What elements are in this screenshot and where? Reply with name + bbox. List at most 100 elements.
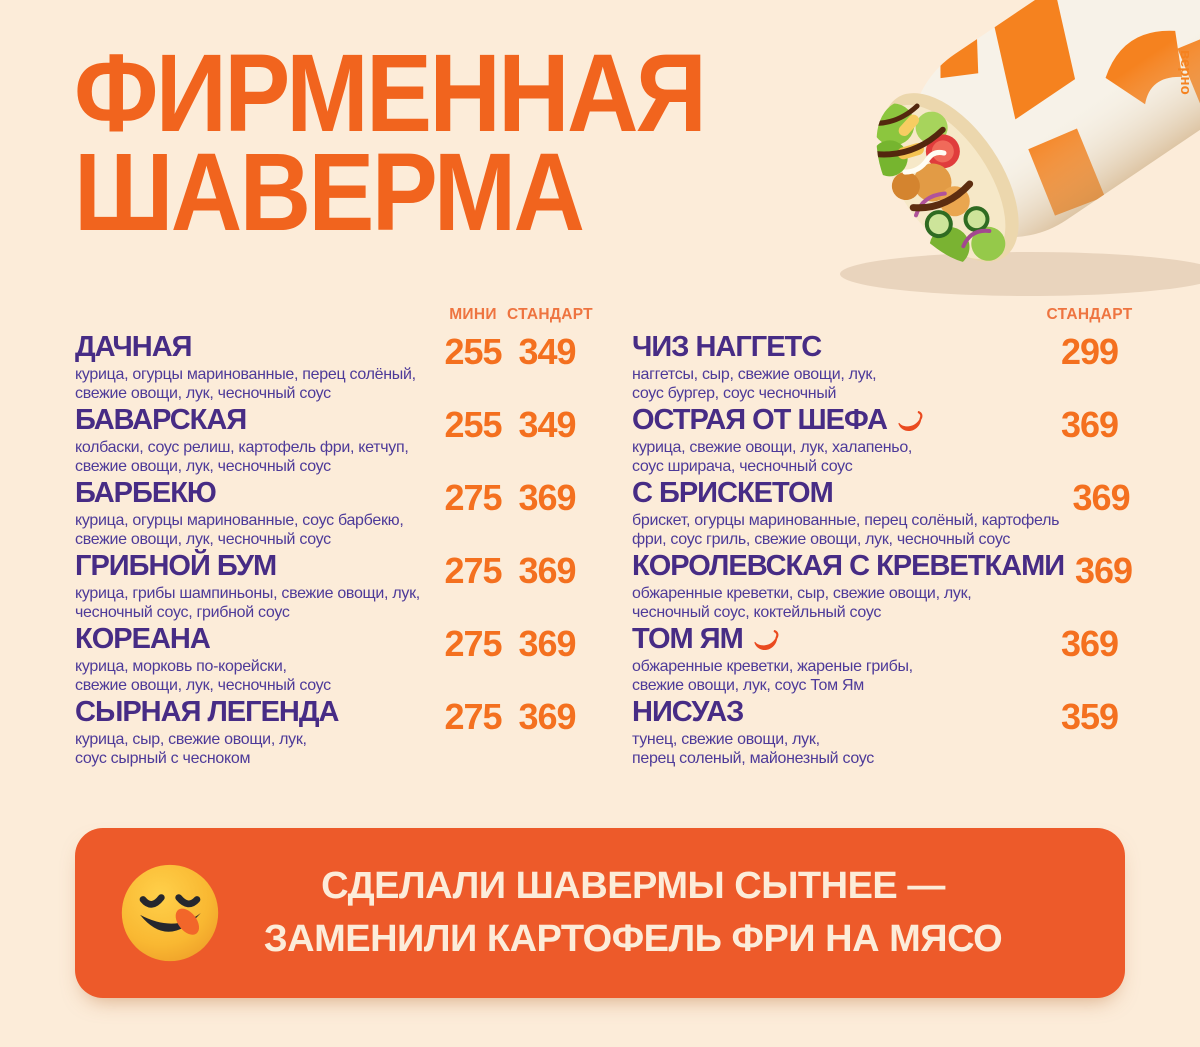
column-header-standard: СТАНДАРТ: [1046, 306, 1133, 323]
menu-column-right: СТАНДАРТ ЧИЗ НАГГЕТС наггетсы, сыр, свеж…: [632, 306, 1137, 771]
menu-item-name: БАВАРСКАЯ: [75, 404, 247, 436]
price-mini: 275: [444, 696, 502, 737]
menu-item-name: ДАЧНАЯ: [75, 331, 192, 363]
description-line: обжаренные креветки, сыр, свежие овощи, …: [632, 585, 972, 602]
menu-item-name: КОРЕАНА: [75, 623, 211, 655]
description-line: свежие овощи, лук, соус Том Ям: [632, 676, 864, 694]
menu-item-description: тунец, свежие овощи, лук, перец соленый,…: [632, 731, 1036, 768]
menu-item-name: ЧИЗ НАГГЕТС: [632, 331, 822, 363]
menu-item-description: курица, сыр, свежие овощи, лук, соус сыр…: [75, 731, 433, 768]
description-line: курица, огурцы маринованные, соус барбек…: [75, 512, 404, 529]
description-line: свежие овощи, лук, чесночный соус: [75, 457, 331, 475]
column-header-mini: МИНИ: [449, 306, 497, 323]
menu-item-name: ТОМ ЯМ: [632, 625, 1036, 654]
menu-item-name: КОРОЛЕВСКАЯ С КРЕВЕТКАМИ: [632, 550, 1065, 582]
wrap-filling: [870, 103, 1006, 268]
price-mini: 255: [444, 404, 502, 445]
description-line: перец соленый, майонезный соус: [632, 749, 874, 767]
price-standard: 369: [518, 550, 576, 591]
price-standard: 369: [518, 696, 576, 737]
price-standard: 369: [518, 477, 576, 518]
page-title: ФИРМЕННАЯ ШАВЕРМА: [74, 32, 707, 254]
menu-item: КОРЕАНА курица, морковь по-корейски, све…: [75, 625, 587, 696]
price-standard: 349: [518, 331, 576, 372]
menu-item: КОРОЛЕВСКАЯ С КРЕВЕТКАМИ обжаренные крев…: [632, 552, 1137, 623]
description-line: брискет, огурцы маринованные, перец солё…: [632, 512, 1060, 529]
menu-item: ДАЧНАЯ курица, огурцы маринованные, пере…: [75, 333, 587, 404]
menu-item-name: СЫРНАЯ ЛЕГЕНДА: [75, 696, 339, 728]
chili-icon: [898, 410, 923, 431]
page-title-line2: ШАВЕРМА: [74, 131, 585, 254]
menu-item-description: колбаски, соус релиш, картофель фри, кет…: [75, 439, 433, 476]
menu-item: БАВАРСКАЯ колбаски, соус релиш, картофел…: [75, 406, 587, 477]
menu-item-name: ГРИБНОЙ БУМ: [75, 550, 277, 582]
chili-icon: [754, 629, 779, 650]
menu-item: СЫРНАЯ ЛЕГЕНДА курица, сыр, свежие овощи…: [75, 698, 587, 769]
price-standard: 369: [1060, 404, 1119, 445]
menu-item: ЧИЗ НАГГЕТС наггетсы, сыр, свежие овощи,…: [632, 333, 1137, 404]
menu-item: ГРИБНОЙ БУМ курица, грибы шампиньоны, св…: [75, 552, 587, 623]
description-line: курица, огурцы маринованные, перец солён…: [75, 366, 416, 383]
price-standard: 349: [518, 404, 576, 445]
page-title-line1: ФИРМЕННАЯ: [74, 32, 707, 155]
description-line: чесночный соус, грибной соус: [75, 603, 290, 621]
description-line: тунец, свежие овощи, лук,: [632, 731, 820, 748]
description-line: курица, грибы шампиньоны, свежие овощи, …: [75, 585, 420, 602]
promo-text: СДЕЛАЛИ ШАВЕРМЫ СЫТНЕЕ — ЗАМЕНИЛИ КАРТОФ…: [223, 860, 1083, 966]
price-column-headers-right: СТАНДАРТ: [632, 306, 1137, 324]
column-header-standard: СТАНДАРТ: [507, 306, 593, 323]
menu-item: БАРБЕКЮ курица, огурцы маринованные, соу…: [75, 479, 587, 550]
menu: МИНИ СТАНДАРТ ДАЧНАЯ курица, огурцы мари…: [75, 306, 1137, 771]
menu-item-name: С БРИСКЕТОМ: [632, 477, 834, 509]
price-mini: 275: [444, 477, 502, 518]
description-line: соус сырный с чесноком: [75, 749, 251, 767]
description-line: фри, соус гриль, свежие овощи, лук, чесн…: [632, 530, 1011, 548]
shawarma-wrap-photo: верно: [840, 0, 1200, 296]
description-line: курица, свежие овощи, лук, халапеньо,: [632, 439, 913, 456]
menu-item: НИСУАЗ тунец, свежие овощи, лук, перец с…: [632, 698, 1137, 769]
description-line: курица, сыр, свежие овощи, лук,: [75, 731, 307, 748]
description-line: курица, морковь по-корейски,: [75, 658, 287, 675]
promo-text-line2: ЗАМЕНИЛИ КАРТОФЕЛЬ ФРИ НА МЯСО: [263, 918, 1003, 960]
menu-item: ОСТРАЯ ОТ ШЕФА курица, свежие овощи, лук…: [632, 406, 1137, 477]
menu-item-description: обжаренные креветки, сыр, свежие овощи, …: [632, 585, 1064, 622]
menu-item-description: курица, морковь по-корейски, свежие овощ…: [75, 658, 433, 695]
yum-emoji-icon: [121, 864, 219, 962]
price-standard: 299: [1060, 331, 1119, 372]
price-mini: 275: [444, 550, 502, 591]
description-line: свежие овощи, лук, чесночный соус: [75, 676, 331, 694]
menu-item-name: НИСУАЗ: [632, 696, 744, 728]
price-standard: 369: [1075, 550, 1133, 591]
description-line: соус бургер, соус чесночный: [632, 384, 837, 402]
menu-item-description: обжаренные креветки, жареные грибы, свеж…: [632, 658, 1036, 695]
promo-banner: СДЕЛАЛИ ШАВЕРМЫ СЫТНЕЕ — ЗАМЕНИЛИ КАРТОФ…: [75, 828, 1125, 998]
menu-item-description: брискет, огурцы маринованные, перец солё…: [632, 512, 1059, 549]
price-standard: 369: [518, 623, 576, 664]
menu-column-left: МИНИ СТАНДАРТ ДАЧНАЯ курица, огурцы мари…: [75, 306, 593, 771]
wrapper-brand-text: верно: [1177, 50, 1194, 95]
menu-item-name: БАРБЕКЮ: [75, 477, 217, 509]
description-line: соус шрирача, чесночный соус: [632, 457, 853, 475]
promo-text-line1: СДЕЛАЛИ ШАВЕРМЫ СЫТНЕЕ —: [321, 864, 945, 907]
price-column-headers-left: МИНИ СТАНДАРТ: [75, 306, 593, 324]
menu-item-name: ОСТРАЯ ОТ ШЕФА: [632, 406, 1036, 435]
description-line: наггетсы, сыр, свежие овощи, лук,: [632, 366, 877, 383]
description-line: чесночный соус, коктейльный соус: [632, 603, 882, 621]
menu-item: С БРИСКЕТОМ брискет, огурцы маринованные…: [632, 479, 1137, 550]
price-standard: 369: [1072, 477, 1131, 518]
price-mini: 255: [444, 331, 502, 372]
description-line: свежие овощи, лук, чесночный соус: [75, 530, 331, 548]
price-standard: 369: [1060, 623, 1119, 664]
menu-item-description: курица, огурцы маринованные, соус барбек…: [75, 512, 433, 549]
description-line: обжаренные креветки, жареные грибы,: [632, 658, 913, 675]
menu-item: ТОМ ЯМ обжаренные креветки, жареные гриб…: [632, 625, 1137, 696]
wrap-shadow: [840, 252, 1200, 296]
menu-item-description: курица, свежие овощи, лук, халапеньо, со…: [632, 439, 1036, 476]
menu-item-description: курица, огурцы маринованные, перец солён…: [75, 366, 433, 403]
price-mini: 275: [444, 623, 502, 664]
menu-item-description: курица, грибы шампиньоны, свежие овощи, …: [75, 585, 433, 622]
description-line: колбаски, соус релиш, картофель фри, кет…: [75, 439, 409, 456]
price-standard: 359: [1060, 696, 1119, 737]
description-line: свежие овощи, лук, чесночный соус: [75, 384, 331, 402]
